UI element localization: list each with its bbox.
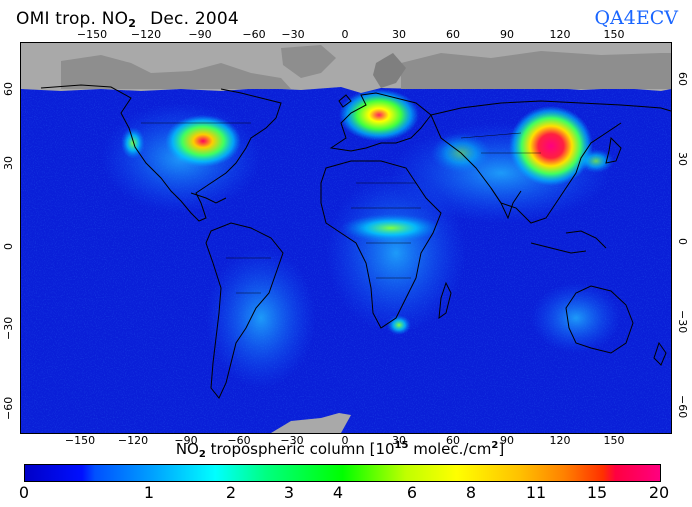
- colorbar-tick: 20: [648, 483, 670, 502]
- lon-tick: 30: [392, 434, 406, 447]
- colorbar: [24, 464, 661, 482]
- lat-tick: −30: [2, 316, 15, 340]
- lon-tick: 120: [549, 434, 571, 447]
- brand-logo-text: QA4ECV: [594, 7, 678, 29]
- lon-tick: −60: [242, 28, 266, 41]
- lon-tick: 60: [446, 434, 460, 447]
- title-prefix: OMI trop. NO: [16, 9, 129, 29]
- colorbar-tick: 1: [143, 483, 155, 502]
- lon-tick: 90: [500, 434, 514, 447]
- cb-label-prefix: NO: [175, 440, 199, 458]
- lon-tick: −90: [188, 28, 212, 41]
- lon-tick: −60: [227, 434, 251, 447]
- lon-tick: 0: [341, 434, 349, 447]
- cb-label-end: ]: [498, 440, 505, 458]
- colorbar-label: NO2 tropospheric column [1015 molec./cm2…: [176, 440, 504, 460]
- lon-tick: −150: [76, 28, 108, 41]
- lon-tick: 90: [500, 28, 514, 41]
- lon-tick: −150: [64, 434, 96, 447]
- lat-tick: 30: [676, 152, 689, 166]
- lon-tick: 0: [341, 28, 349, 41]
- title-date: Dec. 2004: [150, 9, 239, 29]
- lon-tick: 150: [603, 28, 625, 41]
- lon-tick: −30: [280, 434, 304, 447]
- colorbar-tick: 0: [18, 483, 30, 502]
- lon-tick: 150: [603, 434, 625, 447]
- cb-label-units: molec./cm: [408, 440, 492, 458]
- lat-tick: 0: [2, 243, 15, 250]
- lat-tick: 60: [2, 82, 15, 96]
- colorbar-tick: 11: [525, 483, 547, 502]
- cb-label-exponent: 15: [394, 440, 409, 451]
- lat-tick: 30: [2, 156, 15, 170]
- lat-tick: −30: [676, 310, 689, 334]
- cb-label-mid: tropospheric column [10: [205, 440, 395, 458]
- lat-tick: −60: [676, 395, 689, 419]
- lon-tick: 30: [392, 28, 406, 41]
- lat-tick: −60: [2, 396, 15, 420]
- colorbar-tick: 8: [465, 483, 477, 502]
- lat-tick: 0: [676, 238, 689, 245]
- lat-tick: 60: [676, 72, 689, 86]
- colorbar-tick: 3: [283, 483, 295, 502]
- no2-map[interactable]: [20, 42, 672, 434]
- cb-label-units-exponent: 2: [491, 440, 499, 451]
- colorbar-tick: 6: [406, 483, 418, 502]
- lon-tick: −90: [174, 434, 198, 447]
- colorbar-tick: 4: [332, 483, 344, 502]
- map-title: OMI trop. NO2 Dec. 2004: [16, 9, 239, 30]
- cb-label-sub: 2: [198, 449, 206, 460]
- lon-tick: 60: [446, 28, 460, 41]
- lon-tick: 120: [549, 28, 571, 41]
- colorbar-tick: 15: [586, 483, 608, 502]
- title-subscript: 2: [128, 17, 137, 30]
- lon-tick: −120: [117, 434, 149, 447]
- lon-tick: −30: [281, 28, 305, 41]
- colorbar-tick: 2: [225, 483, 237, 502]
- lon-tick: −120: [130, 28, 162, 41]
